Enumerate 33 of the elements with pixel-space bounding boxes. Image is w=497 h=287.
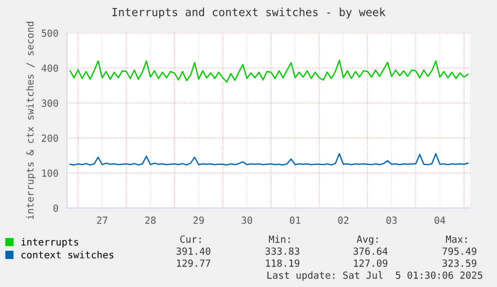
text: Last update: Sat Jul 5 01:30:06 2025 [267,271,482,281]
chart-title: Interrupts and context switches - by week [112,8,386,18]
y-tick-label: 200 [42,134,58,142]
y-tick-label: 500 [42,30,58,37]
x-tick-label: 02 [338,216,348,224]
y-tick-label: 0 [53,204,58,212]
legend-label: interrupts [21,238,78,248]
y-tick-label: 100 [42,170,58,177]
text: 127.09 [354,259,388,267]
text: Cur: [180,235,201,243]
x-tick-label: 27 [97,216,108,224]
text: 391.40 [176,247,210,255]
x-tick-label: 28 [145,216,156,224]
text: 376.64 [354,247,388,255]
x-tick-label: 30 [242,216,252,224]
x-tick-label: 04 [434,216,446,224]
line-series [69,153,469,166]
x-tick-label: 29 [194,216,204,224]
x-tick-label: 03 [386,216,397,224]
text: Avg: [356,236,378,245]
text: 795.49 [442,247,476,255]
line-series [69,60,469,83]
text: 118.19 [266,259,300,267]
text: 333.83 [266,247,300,255]
text: Min: [268,235,290,243]
x-tick-label: 01 [290,216,300,224]
y-tick-label: 400 [42,64,58,72]
text: 323.59 [442,259,476,267]
y-tick-label: 300 [42,100,58,107]
legend-label: context switches [22,250,114,258]
text: 129.77 [177,259,210,267]
text: Max: [446,236,467,243]
y-axis-title: interrupts & ctx switches / second [26,22,36,220]
